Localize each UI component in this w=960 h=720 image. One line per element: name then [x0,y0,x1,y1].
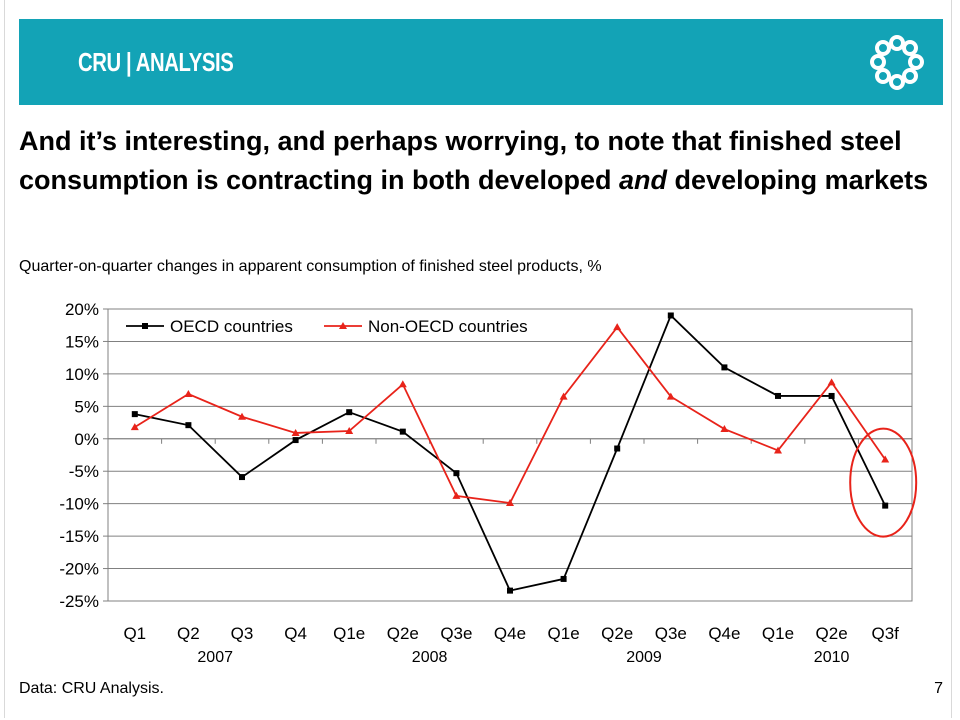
non-oecd-data-point [184,390,193,398]
non-oecd-data-point [666,392,675,400]
y-tick-label: -5% [69,462,99,481]
x-category-label: Q4e [708,624,740,643]
source-note: Data: CRU Analysis. [19,680,164,697]
y-tick-label: -20% [59,560,99,579]
highlight-ellipse [849,427,918,538]
oecd-data-point [453,470,460,477]
y-tick-label: 20% [65,300,99,319]
headline-text-2: developing markets [667,165,929,195]
non-oecd-data-point [827,378,836,386]
chart-subtitle: Quarter-on-quarter changes in apparent c… [19,258,602,275]
x-year-label: 2007 [197,649,233,666]
x-year-label: 2009 [626,649,662,666]
x-category-label: Q3e [655,624,687,643]
oecd-data-point [185,422,192,429]
legend-oecd-label: OECD countries [170,317,293,336]
y-tick-label: -15% [59,527,99,546]
x-category-label: Q1 [123,624,146,643]
x-category-label: Q2 [177,624,200,643]
oecd-data-point [828,392,835,399]
slide-headline: And it’s interesting, and perhaps worryi… [19,122,949,200]
oecd-data-point [399,428,406,435]
x-year-label: 2008 [412,649,448,666]
y-tick-label: -25% [59,592,99,611]
x-category-label: Q1e [762,624,794,643]
oecd-data-point [131,411,138,418]
oecd-data-point [560,575,567,582]
non-oecd-data-point [345,426,354,434]
x-category-label: Q3 [231,624,254,643]
x-category-label: Q3f [871,624,899,643]
non-oecd-data-point [238,412,246,420]
y-tick-label: 10% [65,365,99,384]
page-number: 7 [934,680,943,697]
x-category-label: Q3e [440,624,472,643]
y-tick-label: -10% [59,495,99,514]
x-category-label: Q2e [387,624,419,643]
non-oecd-data-point [130,423,139,431]
non-oecd-data-point [559,392,568,400]
y-tick-label: 0% [74,430,99,449]
headline-emphasis: and [619,165,668,195]
legend-non-oecd-marker [339,322,347,329]
circle-of-dots-icon [870,35,924,90]
headline-text-1: And it’s interesting, and perhaps worryi… [19,126,902,195]
x-category-label: Q4e [494,624,526,643]
oecd-data-point [775,392,781,399]
oecd-data-point [721,364,728,371]
non-oecd-data-point [398,380,407,388]
oecd-data-point [882,502,889,509]
non-oecd-data-point [774,446,782,454]
x-category-label: Q1e [548,624,580,643]
header-banner: CRU | ANALYSIS [19,19,943,105]
plot-area [107,308,913,602]
slide-frame [4,0,952,718]
oecd-data-point [239,474,245,481]
oecd-data-point [292,437,299,444]
x-category-label: Q2e [601,624,633,643]
legend-oecd-marker [142,323,148,329]
non-oecd-data-point [720,425,729,433]
x-category-label: Q1e [333,624,365,643]
y-tick-label: 15% [65,332,99,351]
x-year-label: 2010 [814,649,850,666]
oecd-data-point [667,312,674,319]
non-oecd-data-point [881,455,890,463]
non-oecd-data-point [452,491,461,499]
x-category-label: Q2e [816,624,848,643]
non-oecd-data-point [506,499,514,507]
oecd-data-point [614,445,621,452]
x-category-label: Q4 [284,624,307,643]
oecd-data-point [507,587,513,594]
non-oecd-data-point [613,323,622,331]
y-tick-label: 5% [74,397,99,416]
non-oecd-data-point [291,428,300,436]
legend-non-oecd-label: Non-OECD countries [368,317,528,336]
oecd-data-point [346,409,353,416]
brand-logo-text: CRU | ANALYSIS [78,47,234,77]
